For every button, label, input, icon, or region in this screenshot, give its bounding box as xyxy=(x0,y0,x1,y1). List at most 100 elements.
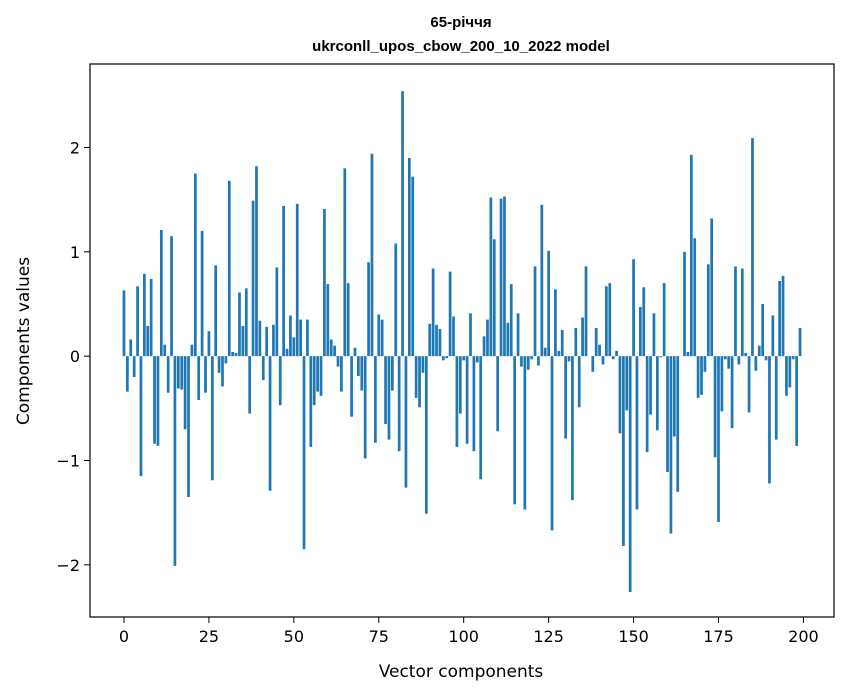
bar-151 xyxy=(635,356,639,510)
bar-175 xyxy=(717,356,720,523)
bar-134 xyxy=(577,356,581,408)
bar-102 xyxy=(469,313,472,357)
bar-6 xyxy=(143,273,146,357)
bar-76 xyxy=(380,319,384,357)
bar-101 xyxy=(465,356,469,444)
bar-132 xyxy=(571,356,574,501)
bar-110 xyxy=(496,356,500,432)
bar-162 xyxy=(672,356,676,437)
bar-148 xyxy=(625,356,629,411)
bar-90 xyxy=(428,323,432,357)
y-axis-ticks: −2 −1 0 1 2 xyxy=(56,138,90,575)
bar-174 xyxy=(713,356,717,458)
bar-98 xyxy=(455,356,459,447)
bar-96 xyxy=(448,271,452,357)
bar-8 xyxy=(149,278,153,357)
bar-51 xyxy=(295,203,299,357)
bar-92 xyxy=(435,324,438,357)
bar-97 xyxy=(452,316,455,357)
bar-112 xyxy=(503,196,506,357)
bar-184 xyxy=(747,356,751,413)
bar-166 xyxy=(686,351,690,357)
bar-88 xyxy=(421,356,425,373)
bar-181 xyxy=(737,356,741,365)
bar-84 xyxy=(407,157,411,357)
bar-68 xyxy=(353,347,357,357)
bar-12 xyxy=(163,344,167,357)
bar-7 xyxy=(146,325,150,357)
bar-161 xyxy=(669,356,673,534)
bar-80 xyxy=(394,243,398,357)
bars xyxy=(122,91,802,592)
bar-154 xyxy=(645,356,649,453)
bar-104 xyxy=(475,356,479,363)
bar-195 xyxy=(785,356,788,396)
bar-173 xyxy=(710,218,714,357)
bar-136 xyxy=(584,266,588,357)
bar-67 xyxy=(350,356,353,417)
bar-48 xyxy=(285,348,289,357)
bar-89 xyxy=(424,356,428,514)
bar-155 xyxy=(649,356,652,415)
bar-179 xyxy=(730,356,734,429)
bar-2 xyxy=(129,339,133,357)
x-tick-label: 175 xyxy=(703,627,734,646)
bar-158 xyxy=(659,356,663,358)
bar-109 xyxy=(492,239,496,357)
x-tick-label: 200 xyxy=(788,627,819,646)
bar-183 xyxy=(744,353,748,357)
bar-144 xyxy=(611,356,615,360)
bar-64 xyxy=(340,356,343,392)
bar-40 xyxy=(258,320,262,357)
bar-57 xyxy=(316,356,319,392)
bar-21 xyxy=(193,173,197,357)
bar-15 xyxy=(173,356,177,566)
bar-18 xyxy=(183,356,187,430)
bar-58 xyxy=(319,356,323,396)
x-tick-label: 25 xyxy=(199,627,219,646)
bar-9 xyxy=(153,356,156,444)
bar-178 xyxy=(727,356,731,369)
bar-36 xyxy=(244,288,248,357)
x-tick-label: 75 xyxy=(369,627,389,646)
bar-125 xyxy=(547,250,550,357)
y-tick-label: 1 xyxy=(70,243,80,262)
bar-170 xyxy=(700,356,703,395)
x-axis-label: Vector components xyxy=(379,662,544,682)
bar-115 xyxy=(513,356,517,505)
bar-126 xyxy=(550,356,554,531)
bar-59 xyxy=(323,209,326,357)
bar-121 xyxy=(533,266,537,357)
bar-81 xyxy=(397,356,401,452)
bar-177 xyxy=(723,356,727,360)
bar-14 xyxy=(170,236,173,357)
bar-83 xyxy=(404,356,408,488)
bar-37 xyxy=(248,356,252,414)
bar-56 xyxy=(312,356,316,406)
bar-105 xyxy=(479,356,483,480)
bar-31 xyxy=(227,180,231,357)
bar-49 xyxy=(289,315,292,357)
bar-20 xyxy=(190,344,194,357)
bar-29 xyxy=(221,356,224,387)
x-tick-label: 0 xyxy=(119,627,129,646)
bar-157 xyxy=(655,356,659,431)
bar-93 xyxy=(438,329,442,357)
plot-frame xyxy=(89,63,835,618)
bar-199 xyxy=(798,327,802,357)
bar-171 xyxy=(703,356,707,372)
chart-title: 65-річчя xyxy=(430,14,491,31)
bar-43 xyxy=(268,356,272,491)
bar-53 xyxy=(302,356,306,550)
bar-39 xyxy=(255,166,258,357)
y-tick-label: 2 xyxy=(70,138,80,157)
bar-61 xyxy=(329,339,333,357)
bar-130 xyxy=(564,356,567,439)
bar-108 xyxy=(489,197,493,357)
bar-13 xyxy=(166,356,170,393)
bar-1 xyxy=(126,356,129,392)
bar-145 xyxy=(615,350,618,357)
bar-63 xyxy=(336,356,340,367)
bar-192 xyxy=(774,356,778,440)
